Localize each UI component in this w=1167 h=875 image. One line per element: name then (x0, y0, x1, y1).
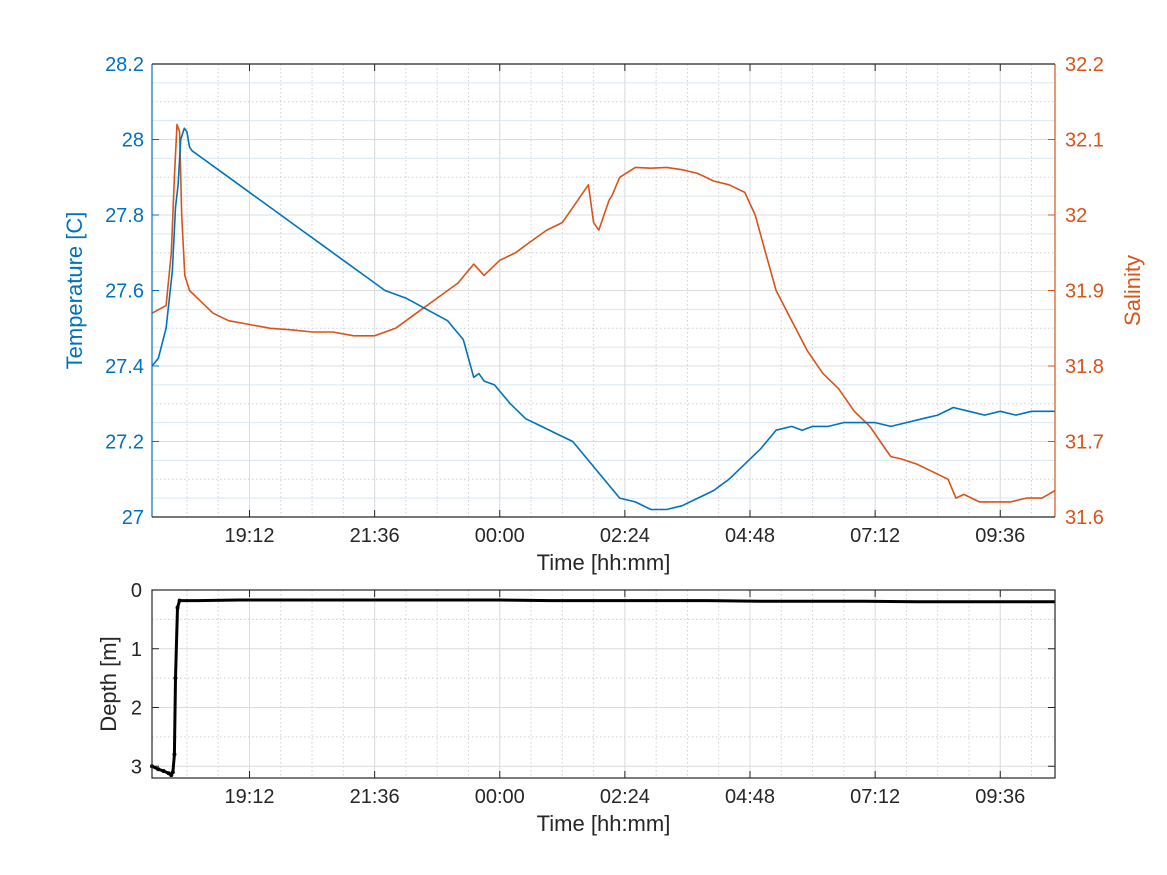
x-tick-label: 21:36 (350, 525, 400, 547)
y-left-tick-label: 27.8 (105, 205, 144, 227)
depth-point (170, 770, 175, 775)
depth-point (173, 676, 178, 681)
x-tick-label: 19:12 (224, 786, 274, 808)
y-left-tick-label: 27 (122, 507, 144, 529)
x-axis-label: Time [hh:mm] (537, 811, 671, 836)
x-tick-label: 09:36 (975, 525, 1025, 547)
y-right-tick-label: 31.7 (1065, 432, 1104, 454)
x-tick-label: 19:12 (224, 525, 274, 547)
depth-point (156, 767, 161, 772)
y-right-tick-label: 32.2 (1065, 54, 1104, 76)
x-tick-label: 04:48 (725, 525, 775, 547)
y-left-tick-label: 27.4 (105, 356, 144, 378)
y-tick-label: 2 (131, 698, 142, 720)
plot-area (152, 590, 1055, 778)
x-tick-label: 09:36 (975, 786, 1025, 808)
x-tick-label: 07:12 (850, 786, 900, 808)
temperature-salinity-chart: 19:12 21:36 00:00 02:24 04:48 07:12 09:36 Time … (62, 54, 1145, 575)
depth-point (172, 752, 177, 757)
y-tick-label: 0 (131, 580, 142, 602)
y-left-tick-label: 28 (122, 130, 144, 152)
y-right-tick-label: 31.6 (1065, 507, 1104, 529)
x-tick-label: 02:24 (600, 786, 650, 808)
y-left-axis-label: Temperature [C] (62, 212, 87, 370)
y-tick-label: 1 (131, 639, 142, 661)
x-tick-label: 02:24 (600, 525, 650, 547)
x-tick-label: 21:36 (350, 786, 400, 808)
depth-point (175, 605, 180, 610)
x-tick-label: 00:00 (475, 786, 525, 808)
y-right-axis-label: Salinity (1120, 255, 1145, 326)
y-axis-label: Depth [m] (96, 636, 121, 731)
depth-point (177, 598, 182, 603)
y-left-tick-label: 27.6 (105, 281, 144, 303)
y-right-tick-label: 32 (1065, 205, 1087, 227)
x-tick-label: 04:48 (725, 786, 775, 808)
y-left-tick-label: 27.2 (105, 432, 144, 454)
temperature-series-line (151, 127, 1055, 511)
x-axis-label: Time [hh:mm] (537, 550, 671, 575)
x-tick-label: 00:00 (475, 525, 525, 547)
salinity-series-line (151, 123, 1056, 503)
depth-chart: 19:12 21:36 00:00 02:24 04:48 07:12 09:36 Time … (96, 580, 1056, 836)
depth-point (161, 768, 166, 773)
y-right-tick-label: 31.8 (1065, 356, 1104, 378)
y-left-tick-label: 28.2 (105, 54, 144, 76)
plot-frame (151, 589, 1056, 779)
y-right-tick-label: 31.9 (1065, 281, 1104, 303)
y-right-tick-label: 32.1 (1065, 130, 1104, 152)
depth-point (169, 773, 174, 778)
x-tick-label: 07:12 (850, 525, 900, 547)
y-tick-label: 3 (131, 756, 142, 778)
